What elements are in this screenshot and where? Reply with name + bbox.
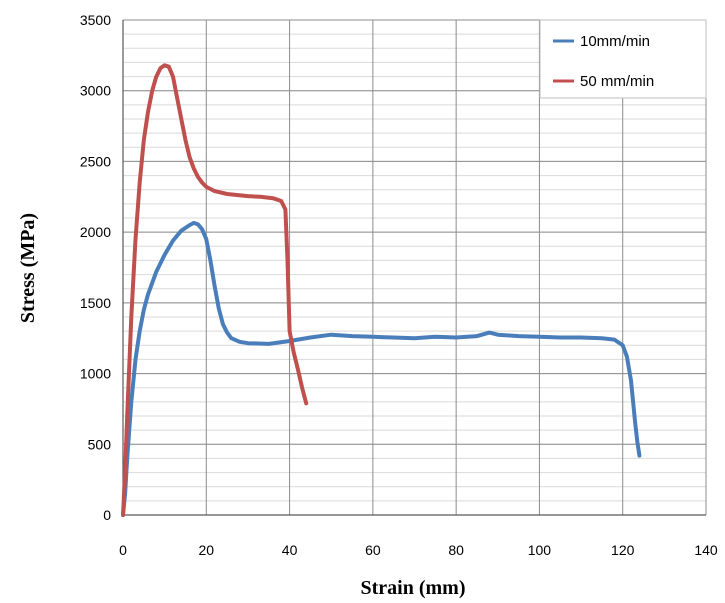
y-tick-label: 0	[103, 507, 111, 523]
tick-labels: 0 20 40 60 80 100 120 140 0 500 1000 1500 2000 2500 30…	[80, 12, 718, 558]
axes	[122, 20, 706, 516]
x-tick-label: 20	[198, 542, 214, 558]
x-tick-label: 120	[611, 542, 635, 558]
y-tick-label: 1500	[80, 295, 111, 311]
x-tick-label: 140	[694, 542, 718, 558]
y-tick-label: 3500	[80, 12, 111, 28]
y-tick-label: 500	[88, 436, 112, 452]
legend-box	[539, 19, 707, 99]
x-tick-label: 0	[119, 542, 127, 558]
series-line-0	[121, 220, 642, 517]
legend-label-50mm: 50 mm/min	[580, 73, 654, 90]
x-axis-title: Strain (mm)	[361, 577, 466, 599]
y-tick-label: 2500	[80, 153, 111, 169]
legend: 10mm/min 50 mm/min	[539, 19, 707, 99]
y-tick-label: 3000	[80, 83, 111, 99]
series-lines	[121, 63, 642, 517]
series-line-1	[121, 63, 309, 517]
x-tick-label: 100	[528, 542, 552, 558]
x-tick-label: 60	[365, 542, 381, 558]
legend-label-10mm: 10mm/min	[580, 33, 650, 50]
gridlines	[122, 19, 707, 516]
y-tick-label: 2000	[80, 224, 111, 240]
x-tick-label: 40	[282, 542, 298, 558]
y-axis-title: Stress (MPa)	[17, 213, 39, 323]
x-tick-label: 80	[448, 542, 464, 558]
y-tick-label: 1000	[80, 366, 111, 382]
